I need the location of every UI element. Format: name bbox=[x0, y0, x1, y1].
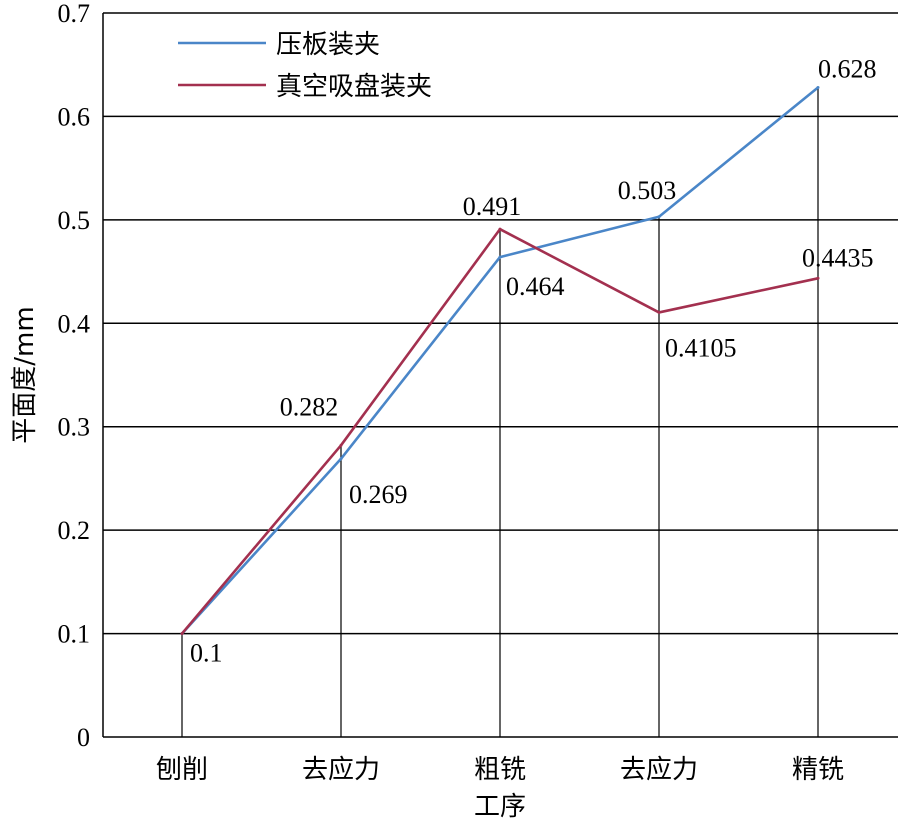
axes: 0 0.1 0.2 0.3 0.4 0.5 0.6 0.7 刨削 去应力 粗铣 去应力 精铣 bbox=[58, 0, 898, 785]
y-axis-title: 平面度/mm bbox=[10, 306, 40, 443]
data-label: 0.491 bbox=[463, 192, 522, 221]
x-tick-label: 精铣 bbox=[792, 755, 844, 785]
data-point bbox=[816, 276, 820, 280]
data-label: 0.269 bbox=[349, 480, 408, 509]
legend-label: 真空吸盘装夹 bbox=[276, 72, 432, 102]
category-drop-lines bbox=[181, 87, 819, 737]
data-label: 0.1 bbox=[190, 639, 223, 668]
data-point bbox=[498, 227, 502, 231]
data-point bbox=[657, 215, 661, 219]
x-tick-label: 去应力 bbox=[620, 755, 698, 785]
y-tick-label: 0.3 bbox=[58, 413, 91, 442]
y-tick-label: 0 bbox=[77, 723, 90, 752]
y-tick-label: 0.5 bbox=[58, 206, 91, 235]
data-point bbox=[816, 85, 820, 89]
data-label: 0.503 bbox=[618, 176, 677, 205]
y-tick-label: 0.6 bbox=[58, 102, 91, 131]
x-tick-label: 粗铣 bbox=[474, 755, 526, 785]
data-point bbox=[498, 255, 502, 259]
y-tick-label: 0.2 bbox=[58, 516, 91, 545]
data-point bbox=[339, 457, 343, 461]
data-label: 0.464 bbox=[506, 272, 565, 301]
y-tick-label: 0.1 bbox=[58, 620, 91, 649]
y-tick-label: 0.4 bbox=[58, 309, 91, 338]
x-tick-label: 刨削 bbox=[156, 755, 208, 785]
data-label: 0.282 bbox=[280, 392, 339, 421]
data-point bbox=[339, 443, 343, 447]
legend-label: 压板装夹 bbox=[276, 30, 380, 60]
y-tick-label: 0.7 bbox=[58, 0, 91, 28]
data-point bbox=[657, 310, 661, 314]
data-labels: 0.1 0.269 0.464 0.503 0.628 0.282 0.491 0.4105 0… bbox=[190, 54, 877, 667]
data-label: 0.628 bbox=[818, 54, 877, 83]
data-label: 0.4435 bbox=[802, 243, 874, 272]
x-tick-label: 去应力 bbox=[302, 755, 380, 785]
series-lines bbox=[180, 85, 820, 636]
data-point bbox=[180, 632, 184, 636]
x-axis-title: 工序 bbox=[474, 792, 526, 822]
data-label: 0.4105 bbox=[665, 333, 737, 362]
